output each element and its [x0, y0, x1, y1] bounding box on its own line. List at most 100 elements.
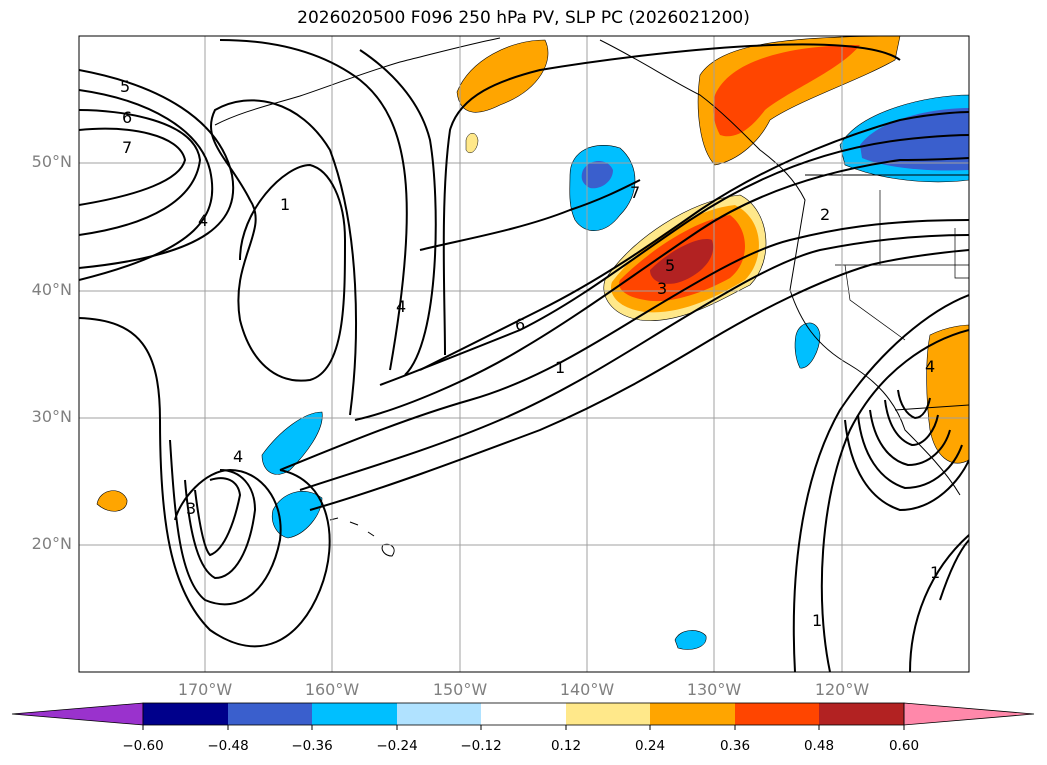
contour-trough-6: [442, 43, 901, 356]
us-mexico-border: [894, 404, 969, 411]
contour-label: 7: [122, 138, 132, 157]
contour-trough-3: [219, 39, 408, 371]
pv-negative-subtropical-2: [271, 491, 323, 539]
contour-label: 6: [122, 108, 132, 127]
colorbar: [11, 702, 1035, 730]
colorbar-frame: [142, 702, 905, 726]
contour-label: 4: [233, 447, 243, 466]
coastlines: [214, 37, 969, 557]
colorbar-bin: [143, 703, 228, 725]
contour-label: 4: [396, 297, 406, 316]
contour-ne-pacific-ridge-1: [79, 89, 214, 281]
slp-contours: [79, 39, 969, 672]
colorbar-tick-label: −0.24: [376, 738, 418, 754]
contour-southeast-2: [939, 539, 969, 601]
contour-jet-4: [419, 179, 641, 251]
contour-low-west-4: [194, 477, 242, 557]
lon-label-160w: 160°W: [304, 680, 360, 699]
colorbar-tick-label: −0.60: [122, 738, 164, 754]
pv-negative-subtropical-1: [261, 411, 323, 475]
pv-positive-baja: [926, 324, 969, 464]
pv-positive-small-1: [465, 133, 479, 154]
contour-label: 3: [186, 499, 196, 518]
lat-label-20n: 20°N: [31, 534, 72, 553]
contour-label: 1: [555, 358, 565, 377]
colorbar-tick-label: 0.36: [719, 738, 751, 754]
contour-baja-low-7: [897, 389, 931, 420]
colorbar-bin: [228, 703, 312, 725]
hawaii: [329, 517, 395, 557]
contour-trough-4: [359, 49, 437, 376]
contour-label: 5: [665, 256, 675, 275]
aleutian-coast: [214, 37, 501, 126]
contour-baja-low-3: [844, 419, 969, 512]
pv-strong-bc-coast: [713, 45, 860, 137]
contour-trough-1: [354, 157, 969, 421]
contour-labels: 5 6 7 4 1 4 4 3 7 6 1 5 3 2 4 1 1: [120, 77, 940, 630]
lon-label-170w: 170°W: [177, 680, 233, 699]
contour-label: 6: [515, 315, 525, 334]
contour-low-west-outer: [79, 317, 331, 648]
contour-trough-2: [379, 134, 969, 386]
colorbar-tick-label: −0.36: [291, 738, 333, 754]
lat-label-30n: 30°N: [31, 407, 72, 426]
contour-label: 1: [812, 611, 822, 630]
lon-label-130w: 130°W: [686, 680, 742, 699]
colorbar-bin: [312, 703, 397, 725]
contour-jet-1: [279, 219, 969, 471]
contour-ne-pacific-ridge-3: [79, 127, 187, 206]
pv-negative-core-ne: [581, 161, 613, 189]
alaska-bc-coast: [599, 39, 961, 496]
pv-negative-south: [674, 630, 707, 650]
colorbar-tick-label: 0.24: [634, 738, 666, 754]
colorbar-bin: [397, 703, 481, 725]
gridlines: [79, 36, 969, 672]
map-title: 2026020500 F096 250 hPa PV, SLP PC (2026…: [297, 8, 750, 28]
lon-label-140w: 140°W: [559, 680, 615, 699]
contour-label: 2: [820, 205, 830, 224]
contour-label: 5: [120, 77, 130, 96]
colorbar-extend-high: [903, 702, 1035, 726]
colorbar-tick-label: 0.60: [888, 738, 920, 754]
contour-label: 7: [630, 183, 640, 202]
pv-negative-ca-coast: [794, 322, 821, 369]
lon-label-150w: 150°W: [432, 680, 488, 699]
pv-positive-west: [96, 490, 128, 512]
contour-label: 3: [657, 279, 667, 298]
colorbar-tick-label: 0.48: [803, 738, 835, 754]
contour-trough-5: [419, 111, 969, 371]
contour-label: 4: [925, 357, 935, 376]
colorbar-bin: [819, 703, 904, 725]
colorbar-bin: [735, 703, 819, 725]
colorbar-tick-label: 0.12: [550, 738, 582, 754]
contour-baja-low-1: [792, 294, 969, 672]
contour-label: 1: [930, 563, 940, 582]
colorbar-bin: [650, 703, 735, 725]
contour-low-west-2: [169, 439, 282, 606]
contour-ne-pacific-ridge-4: [79, 109, 202, 236]
contour-ne-pacific-ridge-2: [79, 69, 235, 269]
state-lines: [835, 190, 969, 341]
colorbar-tick-label: −0.48: [207, 738, 249, 754]
pv-peak-offshore: [650, 239, 714, 284]
contour-central-high: [209, 99, 357, 416]
colorbar-tick-label: −0.12: [460, 738, 502, 754]
colorbar-extend-low: [11, 702, 144, 726]
contour-low-west-3: [184, 469, 257, 580]
colorbar-bin: [481, 703, 566, 725]
contour-baja-low-5: [869, 409, 951, 467]
contour-southeast: [909, 534, 969, 672]
contour-jet-3: [309, 249, 969, 511]
contour-label: 4: [198, 211, 208, 230]
plot-frame: [78, 35, 970, 673]
lat-label-50n: 50°N: [31, 152, 72, 171]
colorbar-bin: [566, 703, 650, 725]
contour-baja-low-6: [884, 399, 939, 447]
lon-label-120w: 120°W: [814, 680, 870, 699]
contour-label: 1: [280, 195, 290, 214]
contour-baja-low-4: [857, 414, 963, 490]
lat-label-40n: 40°N: [31, 280, 72, 299]
plot-area: 5 6 7 4 1 4 4 3 7 6 1 5 3 2 4 1 1: [79, 36, 969, 672]
contour-jet-2: [299, 234, 969, 491]
